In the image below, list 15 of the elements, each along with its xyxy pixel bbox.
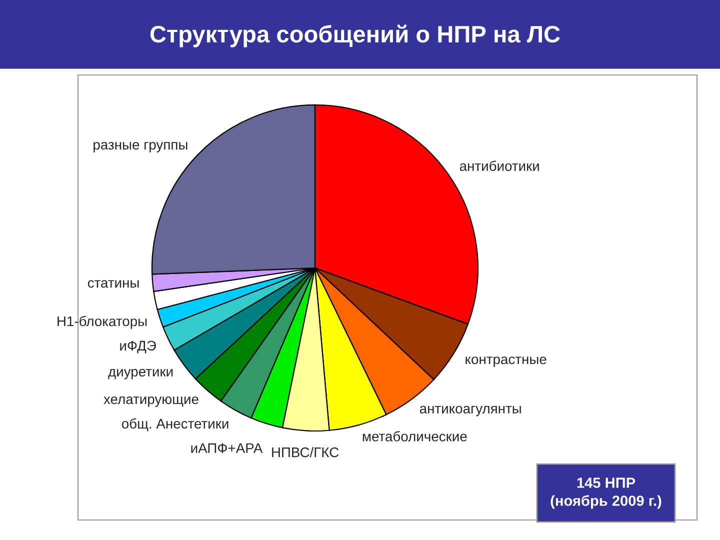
slice-label: контрастные [466,356,546,367]
slice-label: антикоагулянты [420,406,521,416]
slice-label: общ. Анестетики [122,418,228,432]
slice-label: H1-блокаторы [58,316,147,329]
slice-label: статины [88,280,139,288]
chart-title: Структура сообщений о НПР на ЛС [150,24,560,48]
slice-label: иФДЭ [120,340,156,354]
slice-label: НПВС/ГКС [272,447,339,458]
slice-label: метаболические [362,431,467,442]
slice-label: разные группы [94,142,188,152]
slice-label: диуретики [108,368,173,380]
slice-label: антибиотики [460,160,539,171]
slice-label: хелатирующие [104,396,198,407]
text: 145 НПР (ноябрь 2009 г.) [550,478,662,509]
slice-label: иАПФ+АРА [191,443,263,453]
